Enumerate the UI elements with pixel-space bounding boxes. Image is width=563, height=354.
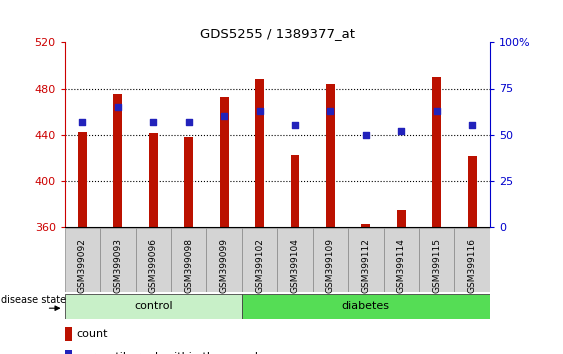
Point [291,122,300,128]
Point [255,108,264,113]
Bar [468,156,476,227]
Point [397,128,406,134]
Bar [255,79,264,227]
FancyBboxPatch shape [136,228,171,292]
FancyBboxPatch shape [454,228,490,292]
FancyBboxPatch shape [65,228,100,292]
Title: GDS5255 / 1389377_at: GDS5255 / 1389377_at [200,27,355,40]
FancyBboxPatch shape [242,228,278,292]
Text: GSM399109: GSM399109 [326,238,335,293]
Bar [114,94,122,227]
Bar [432,77,441,227]
Bar [220,97,229,227]
Text: GSM399099: GSM399099 [220,238,229,293]
Text: GSM399112: GSM399112 [361,238,370,293]
FancyBboxPatch shape [207,228,242,292]
Bar [184,137,193,227]
Point [361,132,370,137]
FancyBboxPatch shape [171,228,207,292]
Text: GSM399092: GSM399092 [78,238,87,293]
Bar [78,132,87,227]
Bar [326,84,335,227]
Bar [291,155,300,227]
Text: diabetes: diabetes [342,301,390,311]
Point [468,122,477,128]
Bar [149,133,158,227]
Point [184,119,193,125]
Point [78,119,87,125]
FancyBboxPatch shape [383,228,419,292]
Text: GSM399104: GSM399104 [291,238,300,293]
Text: GSM399096: GSM399096 [149,238,158,293]
Point [149,119,158,125]
Bar [65,327,72,342]
Text: control: control [134,301,173,311]
Point [113,104,122,110]
Point [326,108,335,113]
Text: GSM399115: GSM399115 [432,238,441,293]
Text: count: count [77,329,108,339]
FancyBboxPatch shape [278,228,312,292]
Text: disease state: disease state [1,295,66,305]
FancyBboxPatch shape [419,228,454,292]
Bar [65,350,72,354]
Text: GSM399102: GSM399102 [255,238,264,293]
Text: percentile rank within the sample: percentile rank within the sample [77,352,265,354]
Text: GSM399093: GSM399093 [113,238,122,293]
FancyBboxPatch shape [100,228,136,292]
Text: GSM399114: GSM399114 [397,238,406,293]
FancyBboxPatch shape [65,294,242,319]
Point [432,108,441,113]
Point [220,113,229,119]
Text: GSM399098: GSM399098 [184,238,193,293]
Bar [361,224,370,227]
FancyBboxPatch shape [348,228,383,292]
FancyBboxPatch shape [312,228,348,292]
FancyBboxPatch shape [242,294,490,319]
Bar [397,210,406,227]
Text: GSM399116: GSM399116 [468,238,477,293]
